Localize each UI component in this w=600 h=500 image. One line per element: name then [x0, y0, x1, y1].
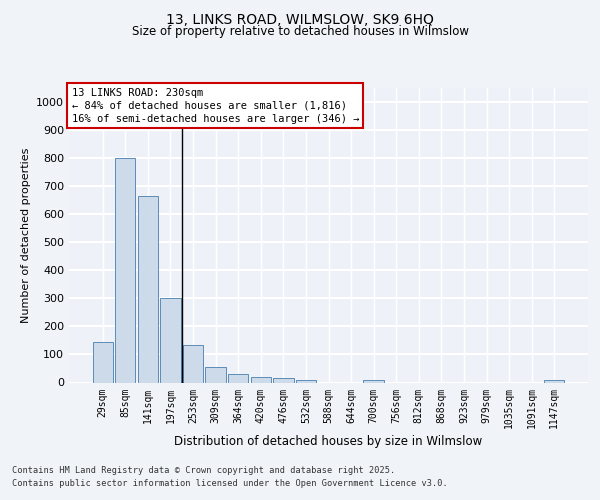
X-axis label: Distribution of detached houses by size in Wilmslow: Distribution of detached houses by size …	[175, 436, 482, 448]
Bar	[251, 377, 271, 382]
Bar	[138, 196, 158, 382]
Bar	[228, 374, 248, 382]
Text: 13, LINKS ROAD, WILMSLOW, SK9 6HQ: 13, LINKS ROAD, WILMSLOW, SK9 6HQ	[166, 12, 434, 26]
Y-axis label: Number of detached properties: Number of detached properties	[20, 148, 31, 322]
Bar	[364, 380, 384, 382]
Bar	[296, 380, 316, 382]
Bar	[115, 158, 136, 382]
Bar	[205, 367, 226, 382]
Text: Contains public sector information licensed under the Open Government Licence v3: Contains public sector information licen…	[12, 479, 448, 488]
Text: 13 LINKS ROAD: 230sqm
← 84% of detached houses are smaller (1,816)
16% of semi-d: 13 LINKS ROAD: 230sqm ← 84% of detached …	[71, 88, 359, 124]
Bar	[183, 344, 203, 383]
Bar	[160, 298, 181, 382]
Bar	[273, 378, 293, 382]
Text: Size of property relative to detached houses in Wilmslow: Size of property relative to detached ho…	[131, 25, 469, 38]
Bar	[92, 342, 113, 382]
Text: Contains HM Land Registry data © Crown copyright and database right 2025.: Contains HM Land Registry data © Crown c…	[12, 466, 395, 475]
Bar	[544, 380, 565, 382]
